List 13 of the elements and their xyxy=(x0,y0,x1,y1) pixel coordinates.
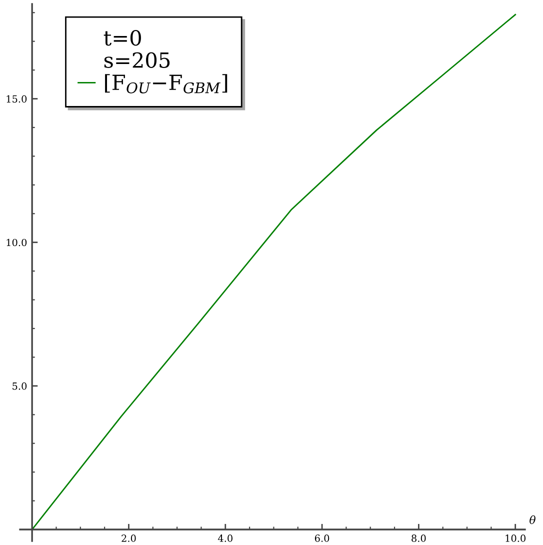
x-tick-label: 4.0 xyxy=(218,534,232,542)
x-tick-label: 8.0 xyxy=(412,534,426,542)
annotation: s=205 xyxy=(104,52,170,68)
x-tick-label: 2.0 xyxy=(122,534,136,542)
y-tick-label: 15.0 xyxy=(6,95,27,103)
legend-label: [F$_{OU}$−F$_{GBM}$] xyxy=(105,74,228,94)
x-tick-label: 6.0 xyxy=(314,534,330,542)
y-tick-label: 10.0 xyxy=(6,238,27,246)
annotation: t=0 xyxy=(104,30,141,46)
line-series xyxy=(31,14,516,530)
x-tick-label: 10.0 xyxy=(506,534,526,542)
x-axis-title: θ xyxy=(530,515,536,524)
y-tick-label: 5.0 xyxy=(12,382,27,390)
